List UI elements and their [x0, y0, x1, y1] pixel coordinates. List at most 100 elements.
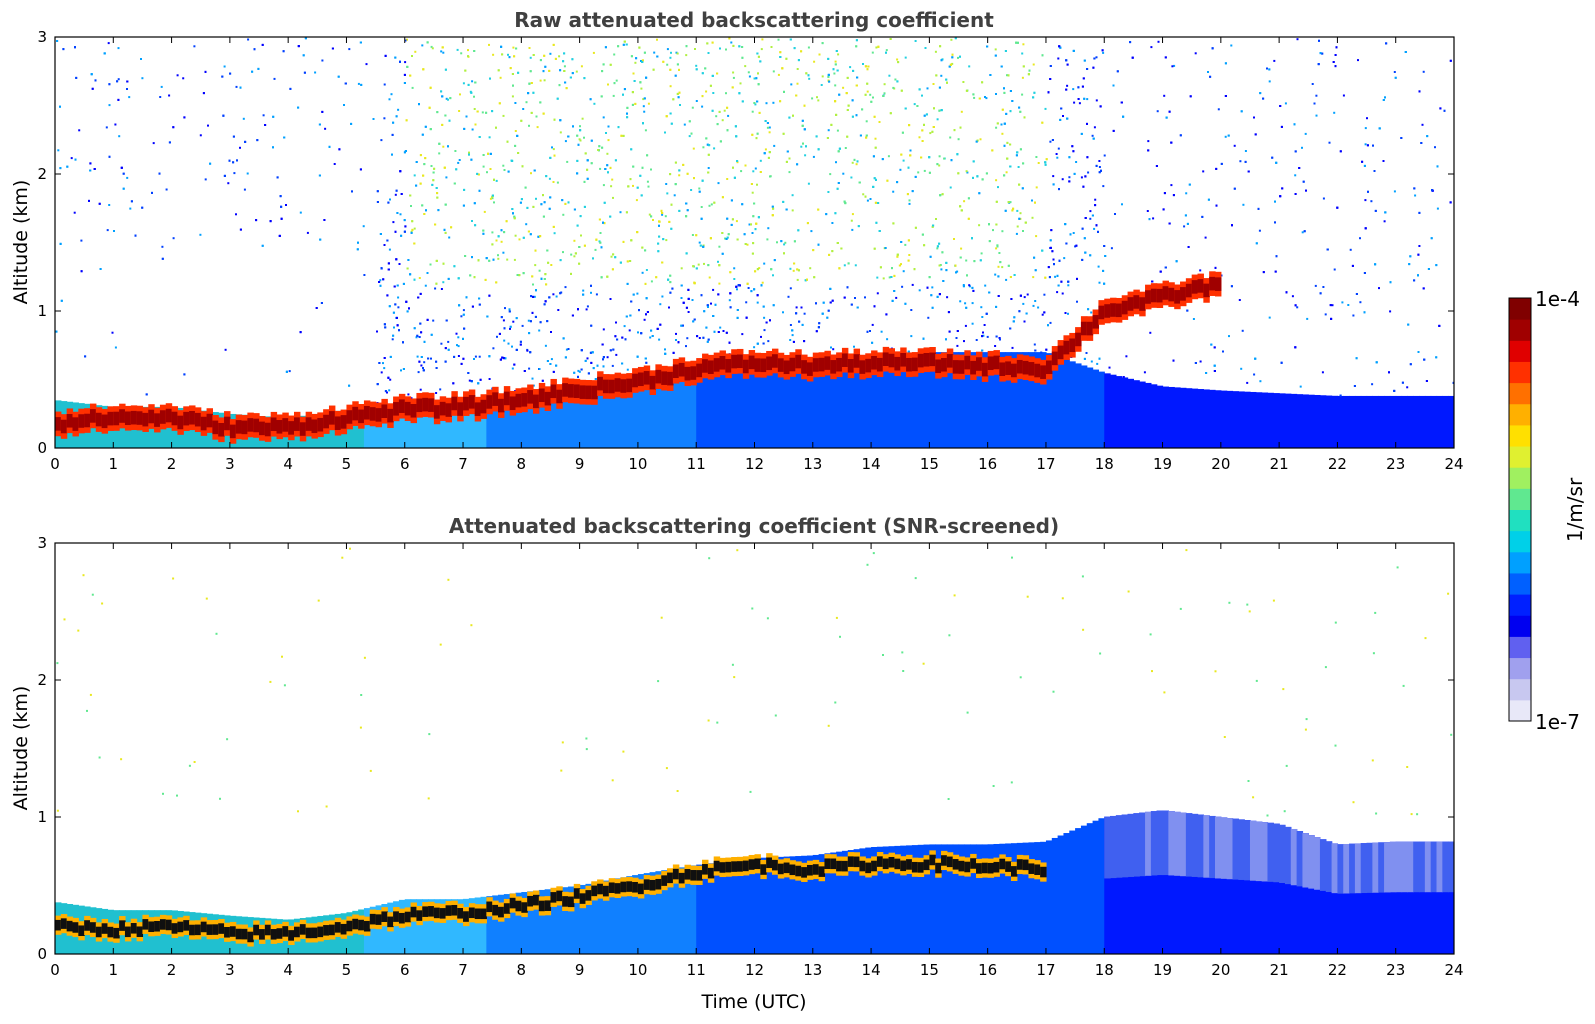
aerosol-layer-core	[137, 411, 143, 425]
noise-pixel	[547, 360, 549, 362]
noise-pixel	[117, 99, 119, 101]
noise-pixel	[605, 132, 607, 134]
noise-pixel	[229, 160, 231, 162]
surface-layer-column	[1297, 394, 1303, 448]
noise-pixel	[303, 54, 305, 56]
noise-pixel	[712, 315, 714, 317]
noise-pixel	[669, 57, 671, 59]
surface-layer-column	[1203, 389, 1209, 448]
noise-pixel	[886, 180, 888, 182]
surface-layer-column	[1098, 818, 1104, 954]
noise-pixel	[1050, 229, 1052, 231]
noise-pixel	[421, 204, 423, 206]
noise-pixel	[507, 141, 509, 143]
noise-pixel	[981, 350, 983, 352]
noise-pixel	[793, 341, 795, 343]
noise-pixel	[963, 200, 965, 202]
noise-pixel	[517, 72, 519, 74]
noise-pixel	[623, 44, 625, 46]
noise-pixel	[1385, 42, 1387, 44]
aerosol-layer-core	[1058, 346, 1064, 360]
noise-pixel	[547, 262, 549, 264]
noise-pixel	[978, 192, 980, 194]
noise-pixel	[599, 168, 601, 170]
noise-pixel	[486, 257, 488, 259]
noise-pixel	[1259, 230, 1261, 232]
noise-pixel	[757, 268, 759, 270]
noise-pixel	[986, 172, 988, 174]
noise-pixel	[797, 229, 799, 231]
noise-pixel	[652, 219, 654, 221]
aerosol-layer-core	[871, 356, 877, 370]
noise-pixel	[425, 126, 427, 128]
noise-pixel	[81, 270, 83, 272]
noise-pixel	[897, 254, 899, 256]
noise-pixel	[1165, 56, 1167, 58]
noise-pixel	[425, 285, 427, 287]
noise-pixel	[869, 330, 871, 332]
noise-pixel	[884, 83, 886, 85]
noise-pixel	[483, 154, 485, 156]
aerosol-layer-core	[1133, 295, 1139, 309]
noise-pixel	[540, 203, 542, 205]
noise-pixel	[453, 265, 455, 267]
noise-pixel	[703, 310, 705, 312]
noise-pixel	[1054, 276, 1056, 278]
noise-pixel	[724, 110, 726, 112]
noise-pixel	[497, 254, 499, 256]
noise-pixel	[348, 48, 350, 50]
noise-pixel	[627, 185, 629, 187]
noise-pixel	[818, 326, 820, 328]
noise-pixel	[419, 336, 421, 338]
noise-pixel	[643, 111, 645, 113]
noise-pixel	[587, 305, 589, 307]
noise-pixel	[264, 124, 266, 126]
noise-pixel	[380, 285, 382, 287]
noise-pixel	[848, 262, 850, 264]
noise-pixel	[930, 256, 932, 258]
noise-pixel	[649, 337, 651, 339]
surface-layer-column	[1378, 396, 1384, 448]
noise-pixel	[633, 294, 635, 296]
noise-pixel	[1092, 67, 1094, 69]
noise-pixel	[712, 110, 714, 112]
noise-pixel	[866, 83, 868, 85]
noise-pixel	[1419, 90, 1421, 92]
noise-pixel	[1273, 60, 1275, 62]
aerosol-layer-core	[731, 355, 737, 369]
noise-pixel	[949, 66, 951, 68]
noise-pixel	[867, 200, 869, 202]
noise-pixel	[612, 253, 614, 255]
noise-pixel	[1378, 287, 1380, 289]
noise-pixel	[892, 87, 894, 89]
aerosol-layer-core	[533, 395, 539, 409]
aerosol-layer-core	[789, 358, 795, 372]
noise-pixel	[793, 270, 795, 272]
noise-pixel	[1089, 218, 1091, 220]
aerosol-layer-core	[160, 410, 166, 424]
noise-pixel	[872, 186, 874, 188]
noise-pixel	[404, 61, 406, 63]
noise-pixel	[818, 244, 820, 246]
noise-pixel	[546, 320, 548, 322]
noise-pixel	[646, 297, 648, 299]
surface-layer-column	[1139, 382, 1145, 448]
noise-pixel	[782, 311, 784, 313]
noise-pixel	[1301, 147, 1303, 149]
noise-pixel	[444, 229, 446, 231]
noise-pixel	[1082, 86, 1084, 88]
noise-pixel	[748, 71, 750, 73]
noise-pixel	[1279, 105, 1281, 107]
noise-pixel	[999, 261, 1001, 263]
aerosol-layer-core	[440, 402, 446, 416]
noise-pixel	[499, 102, 501, 104]
noise-pixel	[1173, 194, 1175, 196]
noise-pixel	[726, 238, 728, 240]
noise-pixel	[1395, 77, 1397, 79]
noise-pixel	[1228, 135, 1230, 137]
aerosol-layer-core	[574, 384, 580, 398]
noise-pixel	[1340, 150, 1342, 152]
noise-pixel	[1266, 68, 1268, 70]
noise-pixel	[1242, 204, 1244, 206]
noise-pixel	[837, 53, 839, 55]
